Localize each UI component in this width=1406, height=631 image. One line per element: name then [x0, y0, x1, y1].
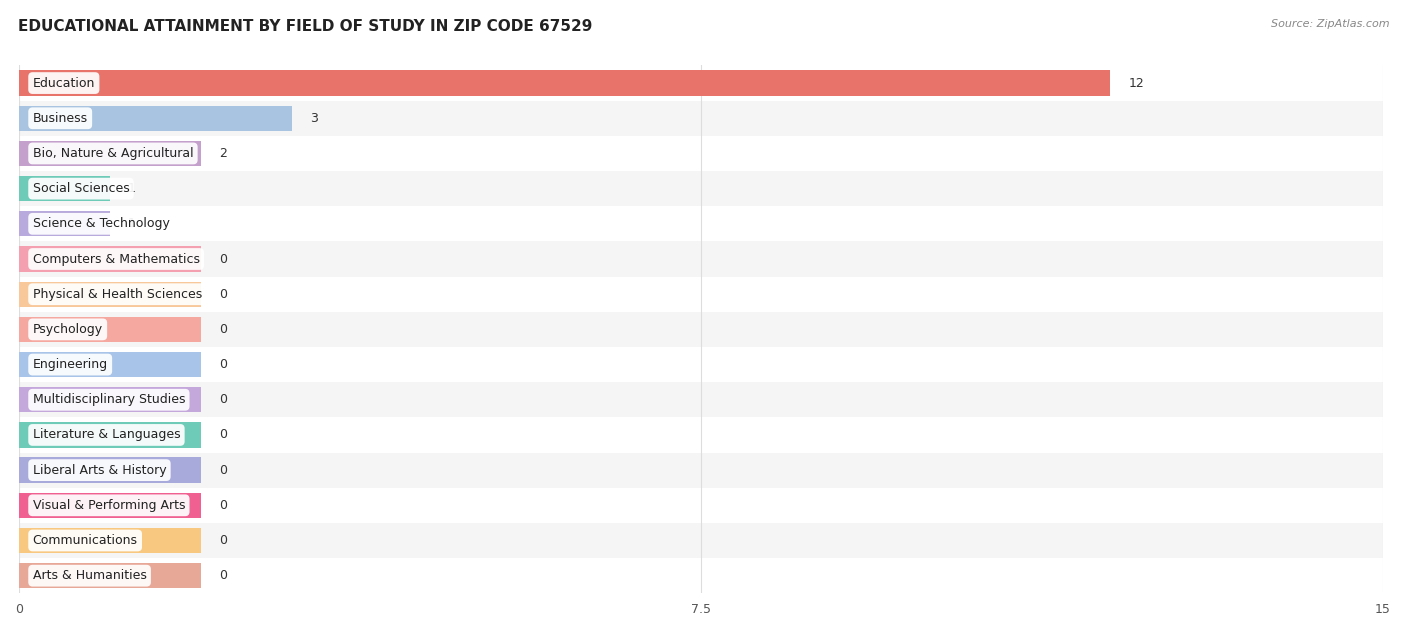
Bar [20, 452, 1384, 488]
Bar [20, 211, 110, 237]
Text: EDUCATIONAL ATTAINMENT BY FIELD OF STUDY IN ZIP CODE 67529: EDUCATIONAL ATTAINMENT BY FIELD OF STUDY… [18, 19, 593, 34]
Text: 1: 1 [128, 182, 136, 195]
Bar [20, 422, 201, 447]
Text: 1: 1 [128, 217, 136, 230]
Bar [20, 493, 201, 518]
Text: 0: 0 [219, 393, 226, 406]
Text: Business: Business [32, 112, 87, 125]
Bar [20, 457, 201, 483]
Bar [20, 347, 1384, 382]
Bar [20, 488, 1384, 523]
Bar [20, 352, 201, 377]
Text: Source: ZipAtlas.com: Source: ZipAtlas.com [1271, 19, 1389, 29]
Bar [20, 317, 201, 342]
Bar [20, 382, 1384, 417]
Text: 0: 0 [219, 534, 226, 547]
Bar [20, 387, 201, 413]
Text: 0: 0 [219, 252, 226, 266]
Text: Multidisciplinary Studies: Multidisciplinary Studies [32, 393, 186, 406]
Text: Arts & Humanities: Arts & Humanities [32, 569, 146, 582]
Text: Science & Technology: Science & Technology [32, 217, 170, 230]
Text: 0: 0 [219, 499, 226, 512]
Bar [20, 417, 1384, 452]
Bar [20, 141, 201, 166]
Text: 3: 3 [309, 112, 318, 125]
Bar [20, 71, 1111, 96]
Bar [20, 66, 1384, 101]
Text: 2: 2 [219, 147, 226, 160]
Text: Social Sciences: Social Sciences [32, 182, 129, 195]
Bar [20, 136, 1384, 171]
Bar [20, 281, 201, 307]
Text: 0: 0 [219, 288, 226, 301]
Bar [20, 171, 1384, 206]
Bar [20, 242, 1384, 276]
Text: Communications: Communications [32, 534, 138, 547]
Text: Computers & Mathematics: Computers & Mathematics [32, 252, 200, 266]
Text: Liberal Arts & History: Liberal Arts & History [32, 464, 166, 476]
Text: 12: 12 [1129, 76, 1144, 90]
Bar [20, 276, 1384, 312]
Text: 0: 0 [219, 569, 226, 582]
Bar [20, 246, 201, 272]
Bar [20, 176, 110, 201]
Text: Engineering: Engineering [32, 358, 108, 371]
Text: Psychology: Psychology [32, 323, 103, 336]
Text: 0: 0 [219, 464, 226, 476]
Text: Education: Education [32, 76, 96, 90]
Bar [20, 563, 201, 588]
Bar [20, 523, 1384, 558]
Text: Visual & Performing Arts: Visual & Performing Arts [32, 499, 186, 512]
Bar [20, 312, 1384, 347]
Text: Physical & Health Sciences: Physical & Health Sciences [32, 288, 202, 301]
Text: 0: 0 [219, 428, 226, 442]
Bar [20, 101, 1384, 136]
Text: Literature & Languages: Literature & Languages [32, 428, 180, 442]
Bar [20, 558, 1384, 593]
Text: 0: 0 [219, 358, 226, 371]
Bar [20, 206, 1384, 242]
Bar [20, 105, 292, 131]
Text: 0: 0 [219, 323, 226, 336]
Text: Bio, Nature & Agricultural: Bio, Nature & Agricultural [32, 147, 193, 160]
Bar [20, 528, 201, 553]
